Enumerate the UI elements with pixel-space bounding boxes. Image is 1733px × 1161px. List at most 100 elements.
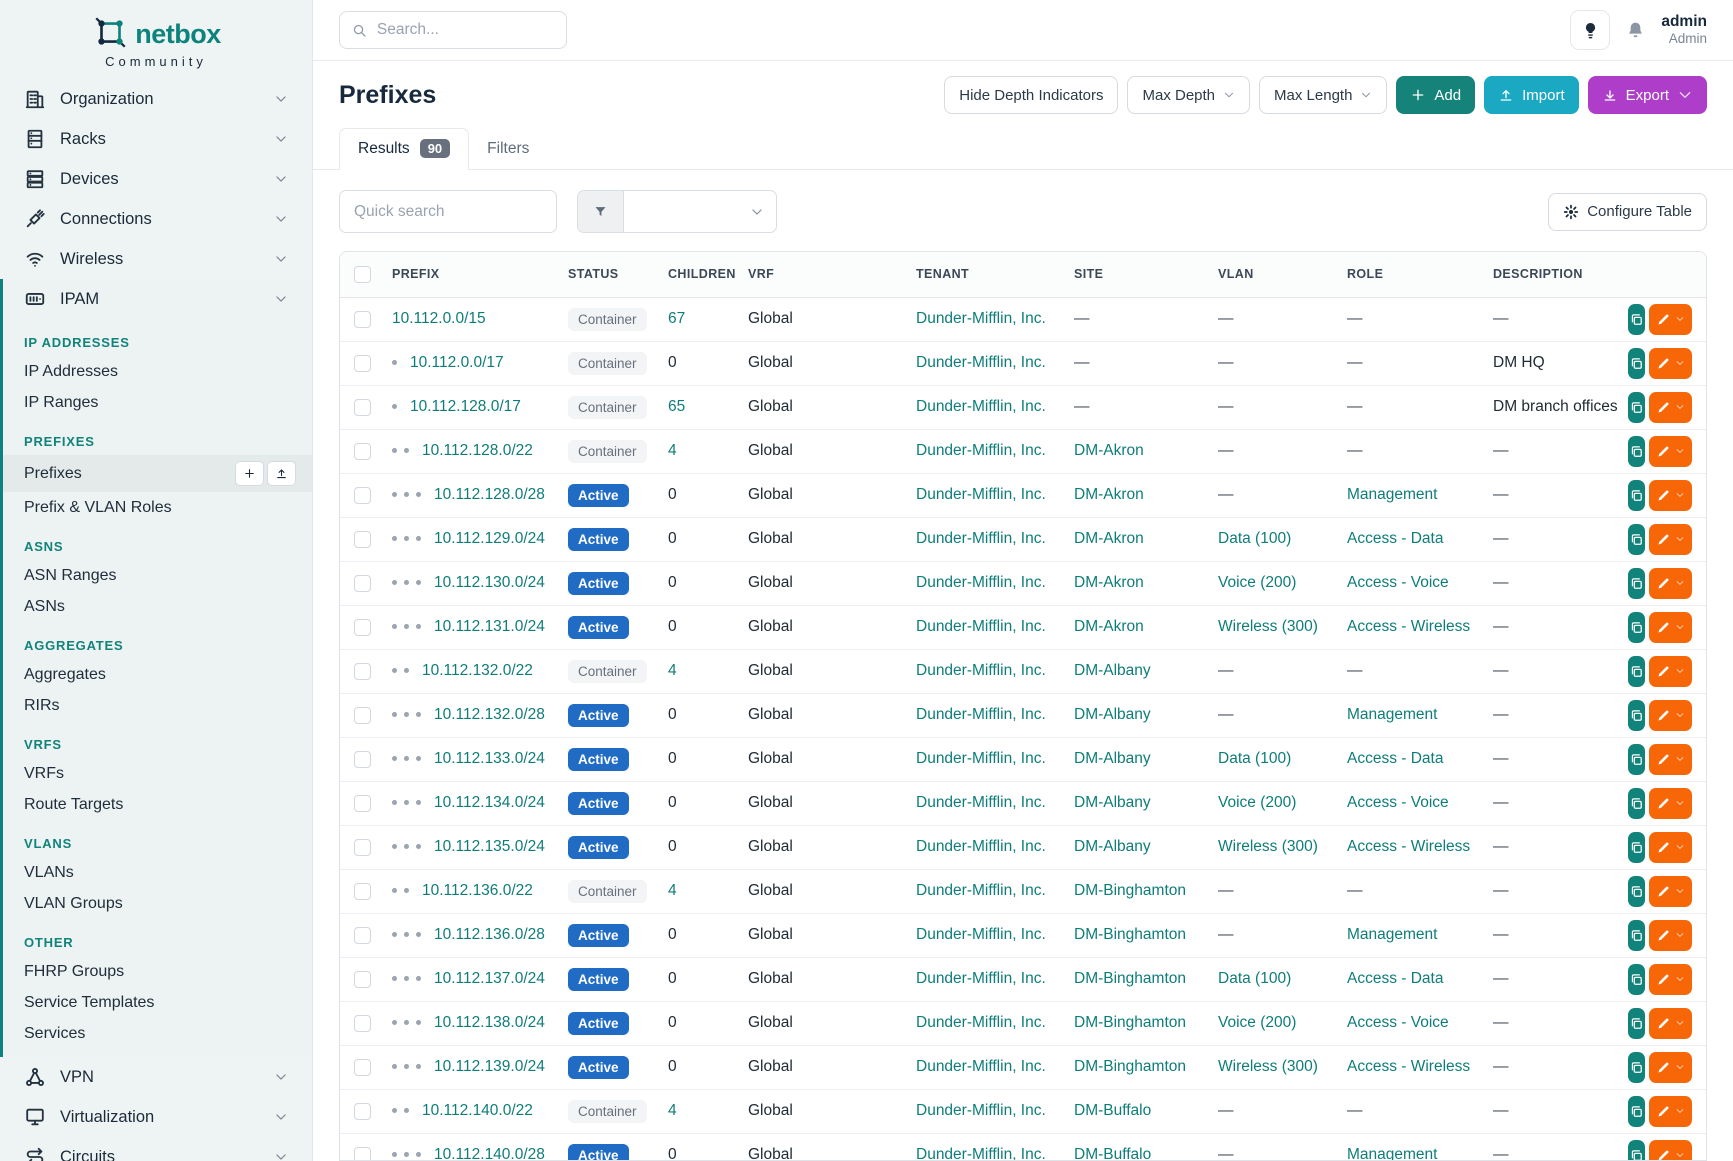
export-button[interactable]: Export <box>1587 76 1707 114</box>
site-link[interactable]: DM-Binghamton <box>1074 970 1186 987</box>
prefix-link[interactable]: 10.112.128.0/17 <box>410 398 521 415</box>
sidebar-item-services[interactable]: Services <box>3 1018 312 1049</box>
column-header-status[interactable]: STATUS <box>558 252 658 298</box>
column-header-site[interactable]: SITE <box>1064 252 1208 298</box>
children-link[interactable]: 4 <box>668 882 677 899</box>
prefix-link[interactable]: 10.112.139.0/24 <box>434 1058 545 1075</box>
column-header-prefix[interactable]: PREFIX <box>382 252 558 298</box>
edit-button[interactable] <box>1649 963 1692 995</box>
prefix-link[interactable]: 10.112.137.0/24 <box>434 970 545 987</box>
edit-button[interactable] <box>1649 831 1692 863</box>
edit-button[interactable] <box>1649 611 1692 643</box>
vlan-link[interactable]: Wireless (300) <box>1218 1058 1318 1075</box>
prefix-link[interactable]: 10.112.0.0/17 <box>410 354 504 371</box>
role-link[interactable]: Access - Data <box>1347 970 1444 987</box>
tenant-link[interactable]: Dunder-Mifflin, Inc. <box>916 1058 1046 1075</box>
column-header-role[interactable]: ROLE <box>1337 252 1483 298</box>
edit-button[interactable] <box>1649 435 1692 467</box>
sidebar-item-prefixes[interactable]: Prefixes <box>3 455 312 492</box>
clone-button[interactable] <box>1628 479 1645 511</box>
prefix-link[interactable]: 10.112.132.0/28 <box>434 706 545 723</box>
add-button[interactable]: Add <box>1396 76 1476 114</box>
prefix-link[interactable]: 10.112.134.0/24 <box>434 794 545 811</box>
prefix-link[interactable]: 10.112.140.0/28 <box>434 1146 545 1161</box>
edit-button[interactable] <box>1649 391 1692 423</box>
global-search[interactable] <box>339 11 567 49</box>
prefix-link[interactable]: 10.112.138.0/24 <box>434 1014 545 1031</box>
site-link[interactable]: DM-Akron <box>1074 530 1144 547</box>
global-search-input[interactable] <box>376 21 554 39</box>
children-link[interactable]: 4 <box>668 442 677 459</box>
clone-button[interactable] <box>1628 699 1645 731</box>
site-link[interactable]: DM-Akron <box>1074 618 1144 635</box>
edit-button[interactable] <box>1649 479 1692 511</box>
tenant-link[interactable]: Dunder-Mifflin, Inc. <box>916 926 1046 943</box>
prefix-link[interactable]: 10.112.140.0/22 <box>422 1102 533 1119</box>
tenant-link[interactable]: Dunder-Mifflin, Inc. <box>916 1014 1046 1031</box>
row-checkbox[interactable] <box>354 1014 371 1032</box>
role-link[interactable]: Access - Wireless <box>1347 838 1471 855</box>
sidebar-item-vpn[interactable]: VPN <box>0 1057 312 1097</box>
role-link[interactable]: Access - Voice <box>1347 574 1449 591</box>
tenant-link[interactable]: Dunder-Mifflin, Inc. <box>916 618 1046 635</box>
role-link[interactable]: Access - Wireless <box>1347 618 1471 635</box>
tenant-link[interactable]: Dunder-Mifflin, Inc. <box>916 442 1046 459</box>
edit-button[interactable] <box>1649 1051 1692 1083</box>
tenant-link[interactable]: Dunder-Mifflin, Inc. <box>916 794 1046 811</box>
column-header-vlan[interactable]: VLAN <box>1208 252 1337 298</box>
sidebar-item-vlans[interactable]: VLANs <box>3 857 312 888</box>
clone-button[interactable] <box>1628 1007 1645 1039</box>
edit-button[interactable] <box>1649 303 1692 335</box>
clone-button[interactable] <box>1628 655 1645 687</box>
clone-button[interactable] <box>1628 743 1645 775</box>
sidebar-item-prefix-vlan-roles[interactable]: Prefix & VLAN Roles <box>3 492 312 523</box>
prefix-link[interactable]: 10.112.130.0/24 <box>434 574 545 591</box>
vlan-link[interactable]: Wireless (300) <box>1218 618 1318 635</box>
site-link[interactable]: DM-Binghamton <box>1074 1058 1186 1075</box>
role-link[interactable]: Management <box>1347 706 1438 723</box>
clone-button[interactable] <box>1628 611 1645 643</box>
edit-button[interactable] <box>1649 1095 1692 1127</box>
row-checkbox[interactable] <box>354 1146 371 1160</box>
tenant-link[interactable]: Dunder-Mifflin, Inc. <box>916 354 1046 371</box>
tenant-link[interactable]: Dunder-Mifflin, Inc. <box>916 706 1046 723</box>
row-checkbox[interactable] <box>354 398 371 416</box>
sidebar-item-vlan-groups[interactable]: VLAN Groups <box>3 888 312 919</box>
clone-button[interactable] <box>1628 919 1645 951</box>
clone-button[interactable] <box>1628 303 1645 335</box>
row-checkbox[interactable] <box>354 574 371 592</box>
prefix-link[interactable]: 10.112.133.0/24 <box>434 750 545 767</box>
children-link[interactable]: 67 <box>668 310 686 327</box>
quick-add-button[interactable] <box>235 461 264 486</box>
vlan-link[interactable]: Voice (200) <box>1218 1014 1297 1031</box>
sidebar-item-aggregates[interactable]: Aggregates <box>3 659 312 690</box>
sidebar-item-asns[interactable]: ASNs <box>3 591 312 622</box>
edit-button[interactable] <box>1649 655 1692 687</box>
row-checkbox[interactable] <box>354 706 371 724</box>
row-checkbox[interactable] <box>354 486 371 504</box>
row-checkbox[interactable] <box>354 662 371 680</box>
vlan-link[interactable]: Voice (200) <box>1218 794 1297 811</box>
prefix-link[interactable]: 10.112.128.0/28 <box>434 486 545 503</box>
sidebar-item-circuits[interactable]: Circuits <box>0 1137 312 1161</box>
sidebar-item-ip-ranges[interactable]: IP Ranges <box>3 387 312 418</box>
site-link[interactable]: DM-Binghamton <box>1074 882 1186 899</box>
import-button[interactable]: Import <box>1484 76 1579 114</box>
sidebar-item-organization[interactable]: Organization <box>0 79 312 119</box>
sidebar-item-service-templates[interactable]: Service Templates <box>3 987 312 1018</box>
clone-button[interactable] <box>1628 347 1645 379</box>
prefix-link[interactable]: 10.112.129.0/24 <box>434 530 545 547</box>
row-checkbox[interactable] <box>354 1058 371 1076</box>
row-checkbox[interactable] <box>354 618 371 636</box>
max-length-dropdown[interactable]: Max Length <box>1259 76 1388 114</box>
sidebar-item-route-targets[interactable]: Route Targets <box>3 789 312 820</box>
row-checkbox[interactable] <box>354 970 371 988</box>
vlan-link[interactable]: Wireless (300) <box>1218 838 1318 855</box>
sidebar-item-ipam[interactable]: IPAM <box>3 279 312 319</box>
site-link[interactable]: DM-Akron <box>1074 486 1144 503</box>
bell-icon[interactable] <box>1625 20 1646 41</box>
vlan-link[interactable]: Data (100) <box>1218 530 1292 547</box>
prefix-link[interactable]: 10.112.136.0/22 <box>422 882 533 899</box>
clone-button[interactable] <box>1628 963 1645 995</box>
site-link[interactable]: DM-Buffalo <box>1074 1102 1152 1119</box>
